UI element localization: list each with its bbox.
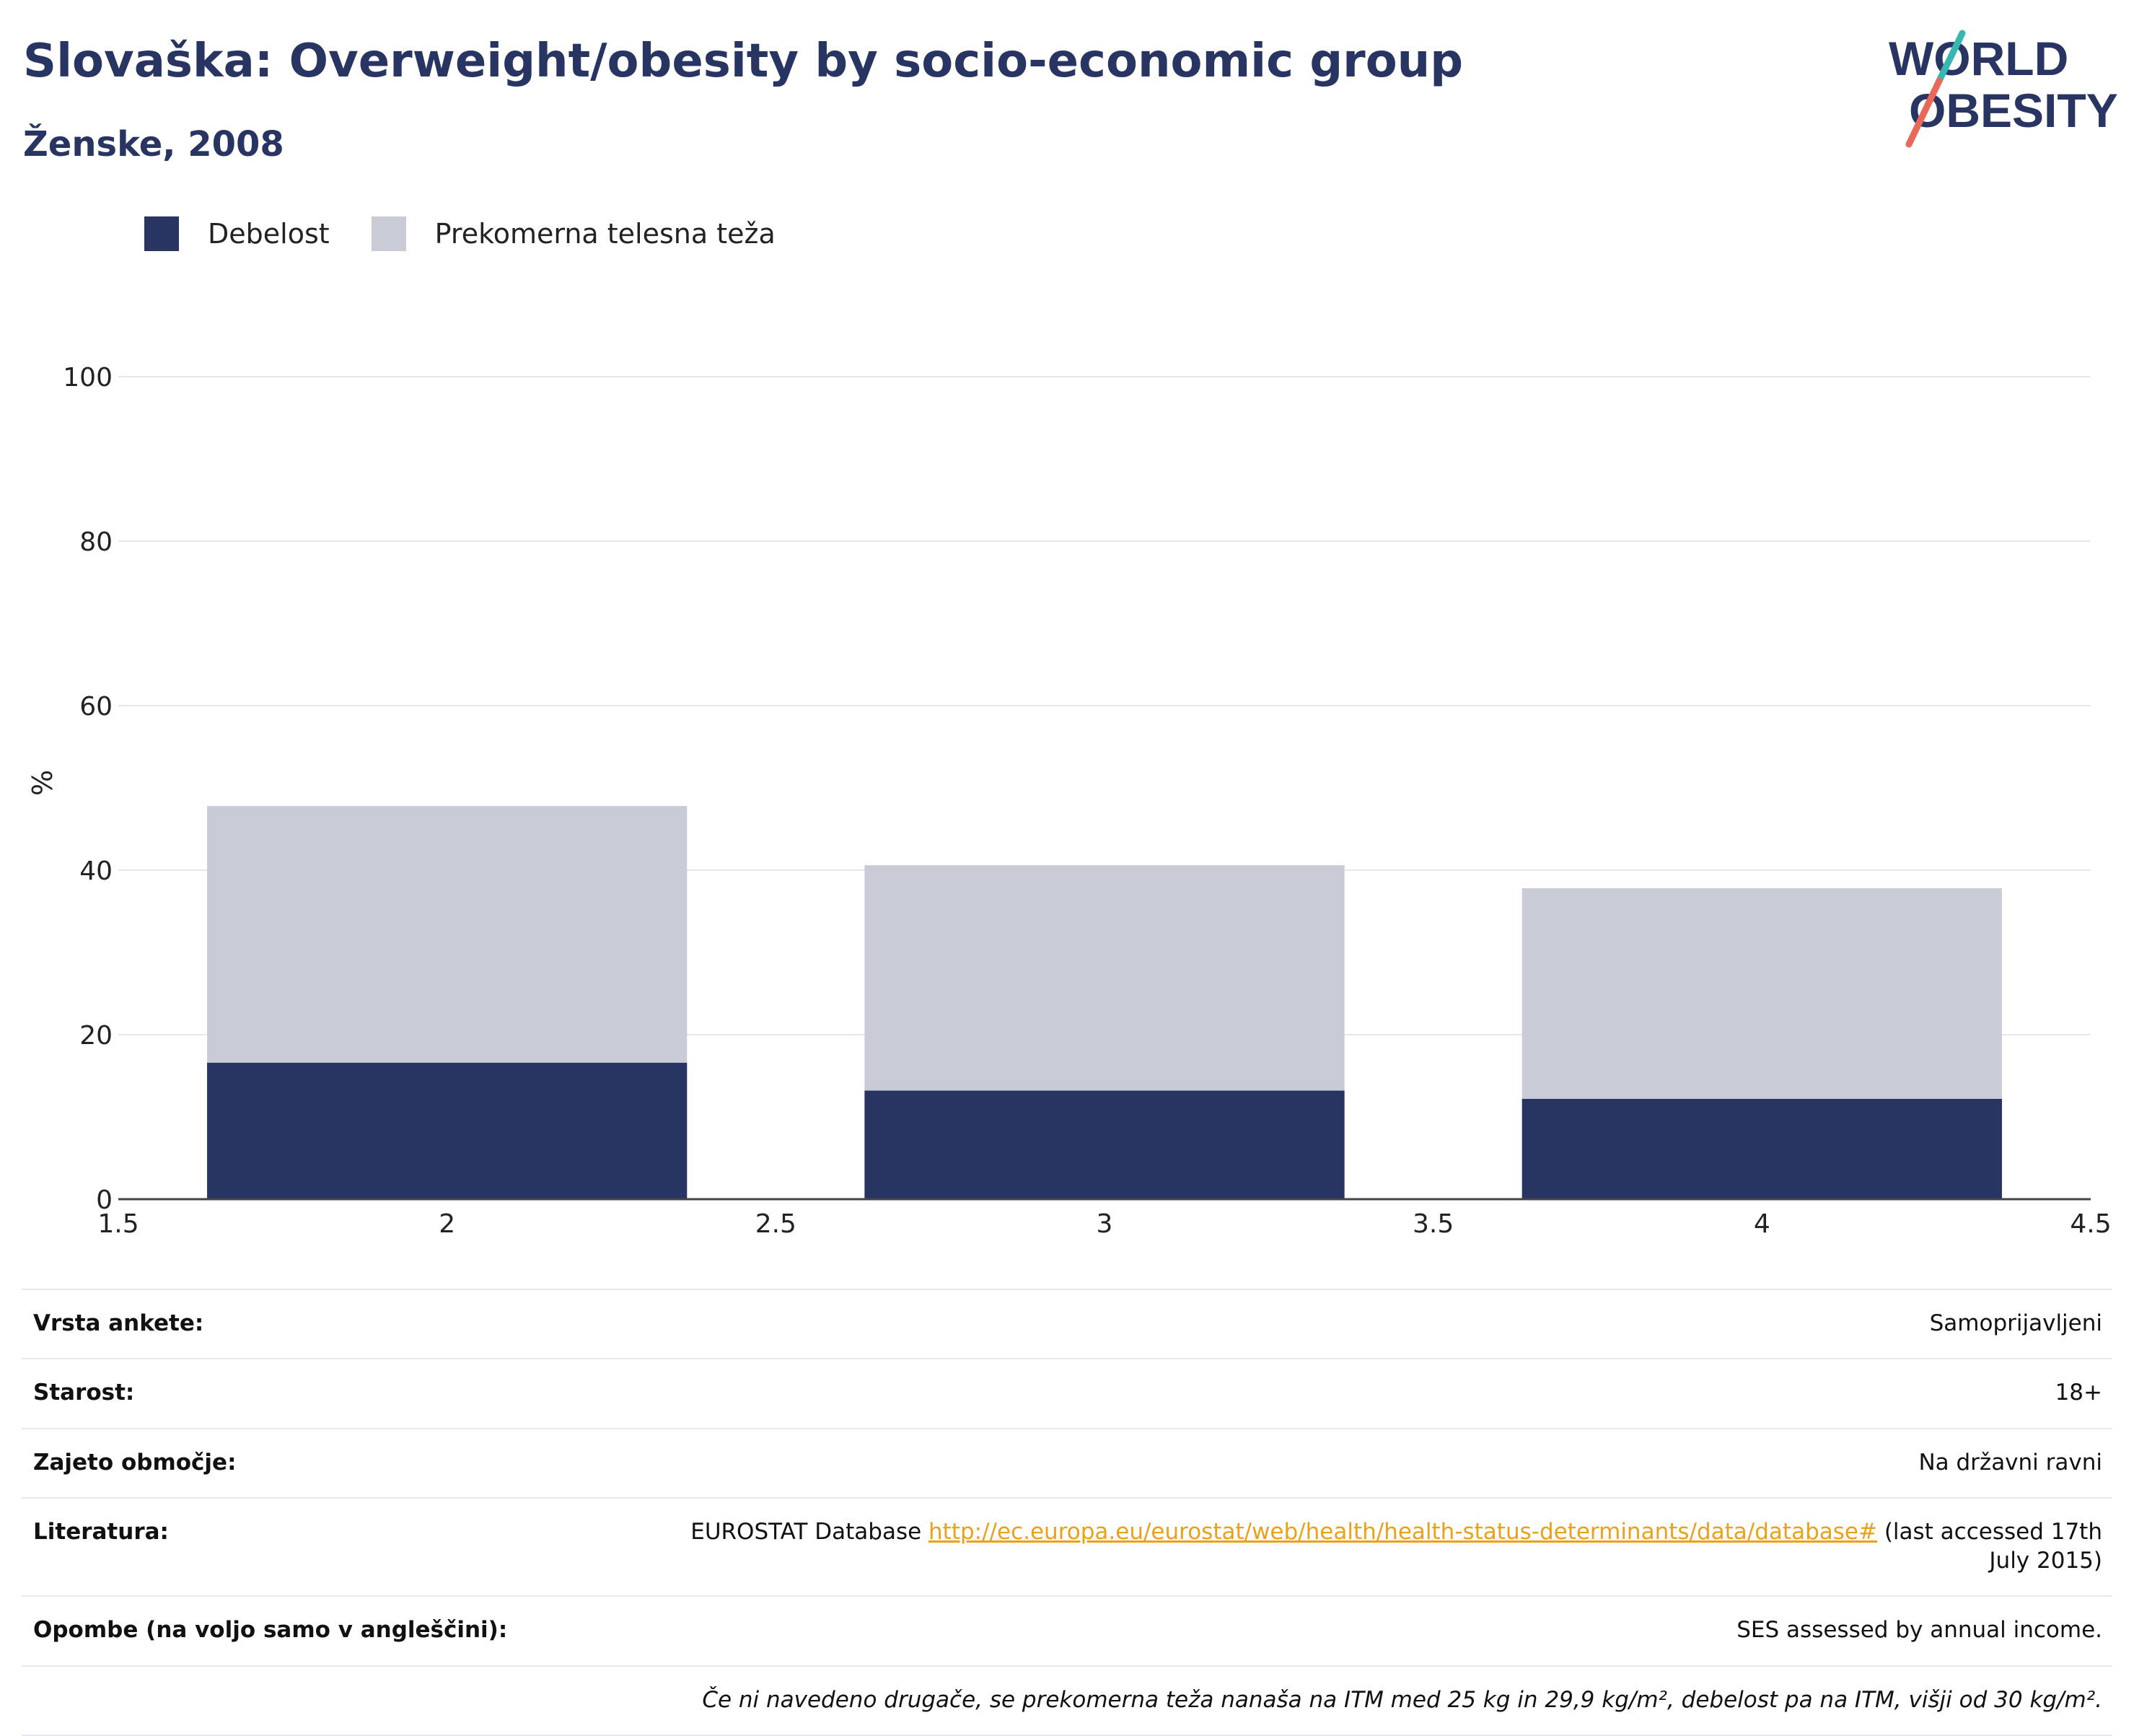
- footnote: Če ni navedeno drugače, se prekomerna te…: [22, 1665, 2112, 1736]
- y-tick-label: 80: [79, 527, 113, 557]
- logo-slash-coral: [1905, 77, 1943, 148]
- logo-slash-teal: [1936, 30, 1966, 84]
- legend-label-obesity: Debelost: [208, 218, 330, 250]
- info-value: Samoprijavljeni: [635, 1288, 2112, 1359]
- info-value-references: EUROSTAT Database http://ec.europa.eu/eu…: [635, 1496, 2112, 1597]
- reference-access-note: (last accessed 17th July 2015): [1884, 1518, 2102, 1574]
- legend: Debelost Prekomerna telesna teža: [144, 214, 817, 254]
- info-value: SES assessed by annual income.: [635, 1595, 2112, 1666]
- reference-source: EUROSTAT Database: [690, 1518, 922, 1545]
- info-label: Starost:: [22, 1358, 635, 1429]
- bar-obesity-3[interactable]: [864, 1090, 1345, 1199]
- y-tick-label: 100: [63, 363, 113, 393]
- y-tick-label: 0: [96, 1185, 113, 1215]
- bar-obesity-4[interactable]: [1522, 1098, 2002, 1199]
- chart-title: Slovaška: Overweight/obesity by socio-ec…: [23, 35, 1464, 88]
- info-row-references: Literatura: EUROSTAT Database http://ec.…: [22, 1496, 2112, 1597]
- x-tick-label: 1.5: [97, 1209, 139, 1239]
- bars: [207, 806, 2002, 1199]
- y-tick-label: 20: [79, 1021, 113, 1051]
- y-tick-label: 40: [79, 856, 113, 886]
- y-axis-label: %: [27, 770, 58, 796]
- info-label: Opombe (na voljo samo v angleščini):: [22, 1595, 635, 1666]
- logo-line2: OBESITY: [1909, 84, 2118, 137]
- bar-overweight-2[interactable]: [207, 806, 688, 1063]
- info-row-coverage: Zajeto območje: Na državni ravni: [22, 1427, 2112, 1498]
- info-label: Vrsta ankete:: [22, 1288, 635, 1359]
- legend-label-overweight: Prekomerna telesna teža: [434, 218, 776, 250]
- info-table: Vrsta ankete: Samoprijavljeni Starost: 1…: [22, 1288, 2112, 1736]
- legend-item-overweight[interactable]: Prekomerna telesna teža: [371, 216, 776, 251]
- info-value: 18+: [635, 1358, 2112, 1429]
- logo-line1: WORLD: [1889, 32, 2068, 85]
- info-row-survey-type: Vrsta ankete: Samoprijavljeni: [22, 1288, 2112, 1359]
- chart-subtitle: Ženske, 2008: [23, 124, 284, 165]
- bar-obesity-2[interactable]: [207, 1062, 688, 1199]
- bar-overweight-4[interactable]: [1522, 888, 2002, 1099]
- bar-chart: 0 20 40 60 80 100 1.5 2 2.5 3 3.5 4 4.5 %: [27, 363, 2112, 1239]
- legend-swatch-obesity: [144, 216, 179, 251]
- info-row-notes: Opombe (na voljo samo v angleščini): SES…: [22, 1595, 2112, 1666]
- x-tick-label: 3.5: [1413, 1209, 1454, 1239]
- info-value: Na državni ravni: [635, 1427, 2112, 1498]
- y-tick-label: 60: [79, 692, 113, 722]
- legend-swatch-overweight: [371, 216, 406, 251]
- info-label: Zajeto območje:: [22, 1427, 635, 1498]
- x-tick-label: 3: [1097, 1209, 1113, 1239]
- info-row-footnote: Če ni navedeno drugače, se prekomerna te…: [22, 1665, 2112, 1736]
- legend-item-obesity[interactable]: Debelost: [144, 216, 330, 251]
- x-tick-label: 4: [1754, 1209, 1770, 1239]
- reference-link[interactable]: http://ec.europa.eu/eurostat/web/health/…: [928, 1518, 1877, 1545]
- x-tick-label: 2: [439, 1209, 455, 1239]
- axes: 0 20 40 60 80 100 1.5 2 2.5 3 3.5 4 4.5: [63, 363, 2111, 1239]
- x-tick-label: 4.5: [2070, 1209, 2111, 1239]
- x-tick-label: 2.5: [755, 1209, 796, 1239]
- info-label: Literatura:: [22, 1496, 635, 1597]
- world-obesity-logo: WORLD OBESITY: [1889, 30, 2118, 148]
- bar-overweight-3[interactable]: [864, 865, 1345, 1091]
- info-row-age: Starost: 18+: [22, 1358, 2112, 1429]
